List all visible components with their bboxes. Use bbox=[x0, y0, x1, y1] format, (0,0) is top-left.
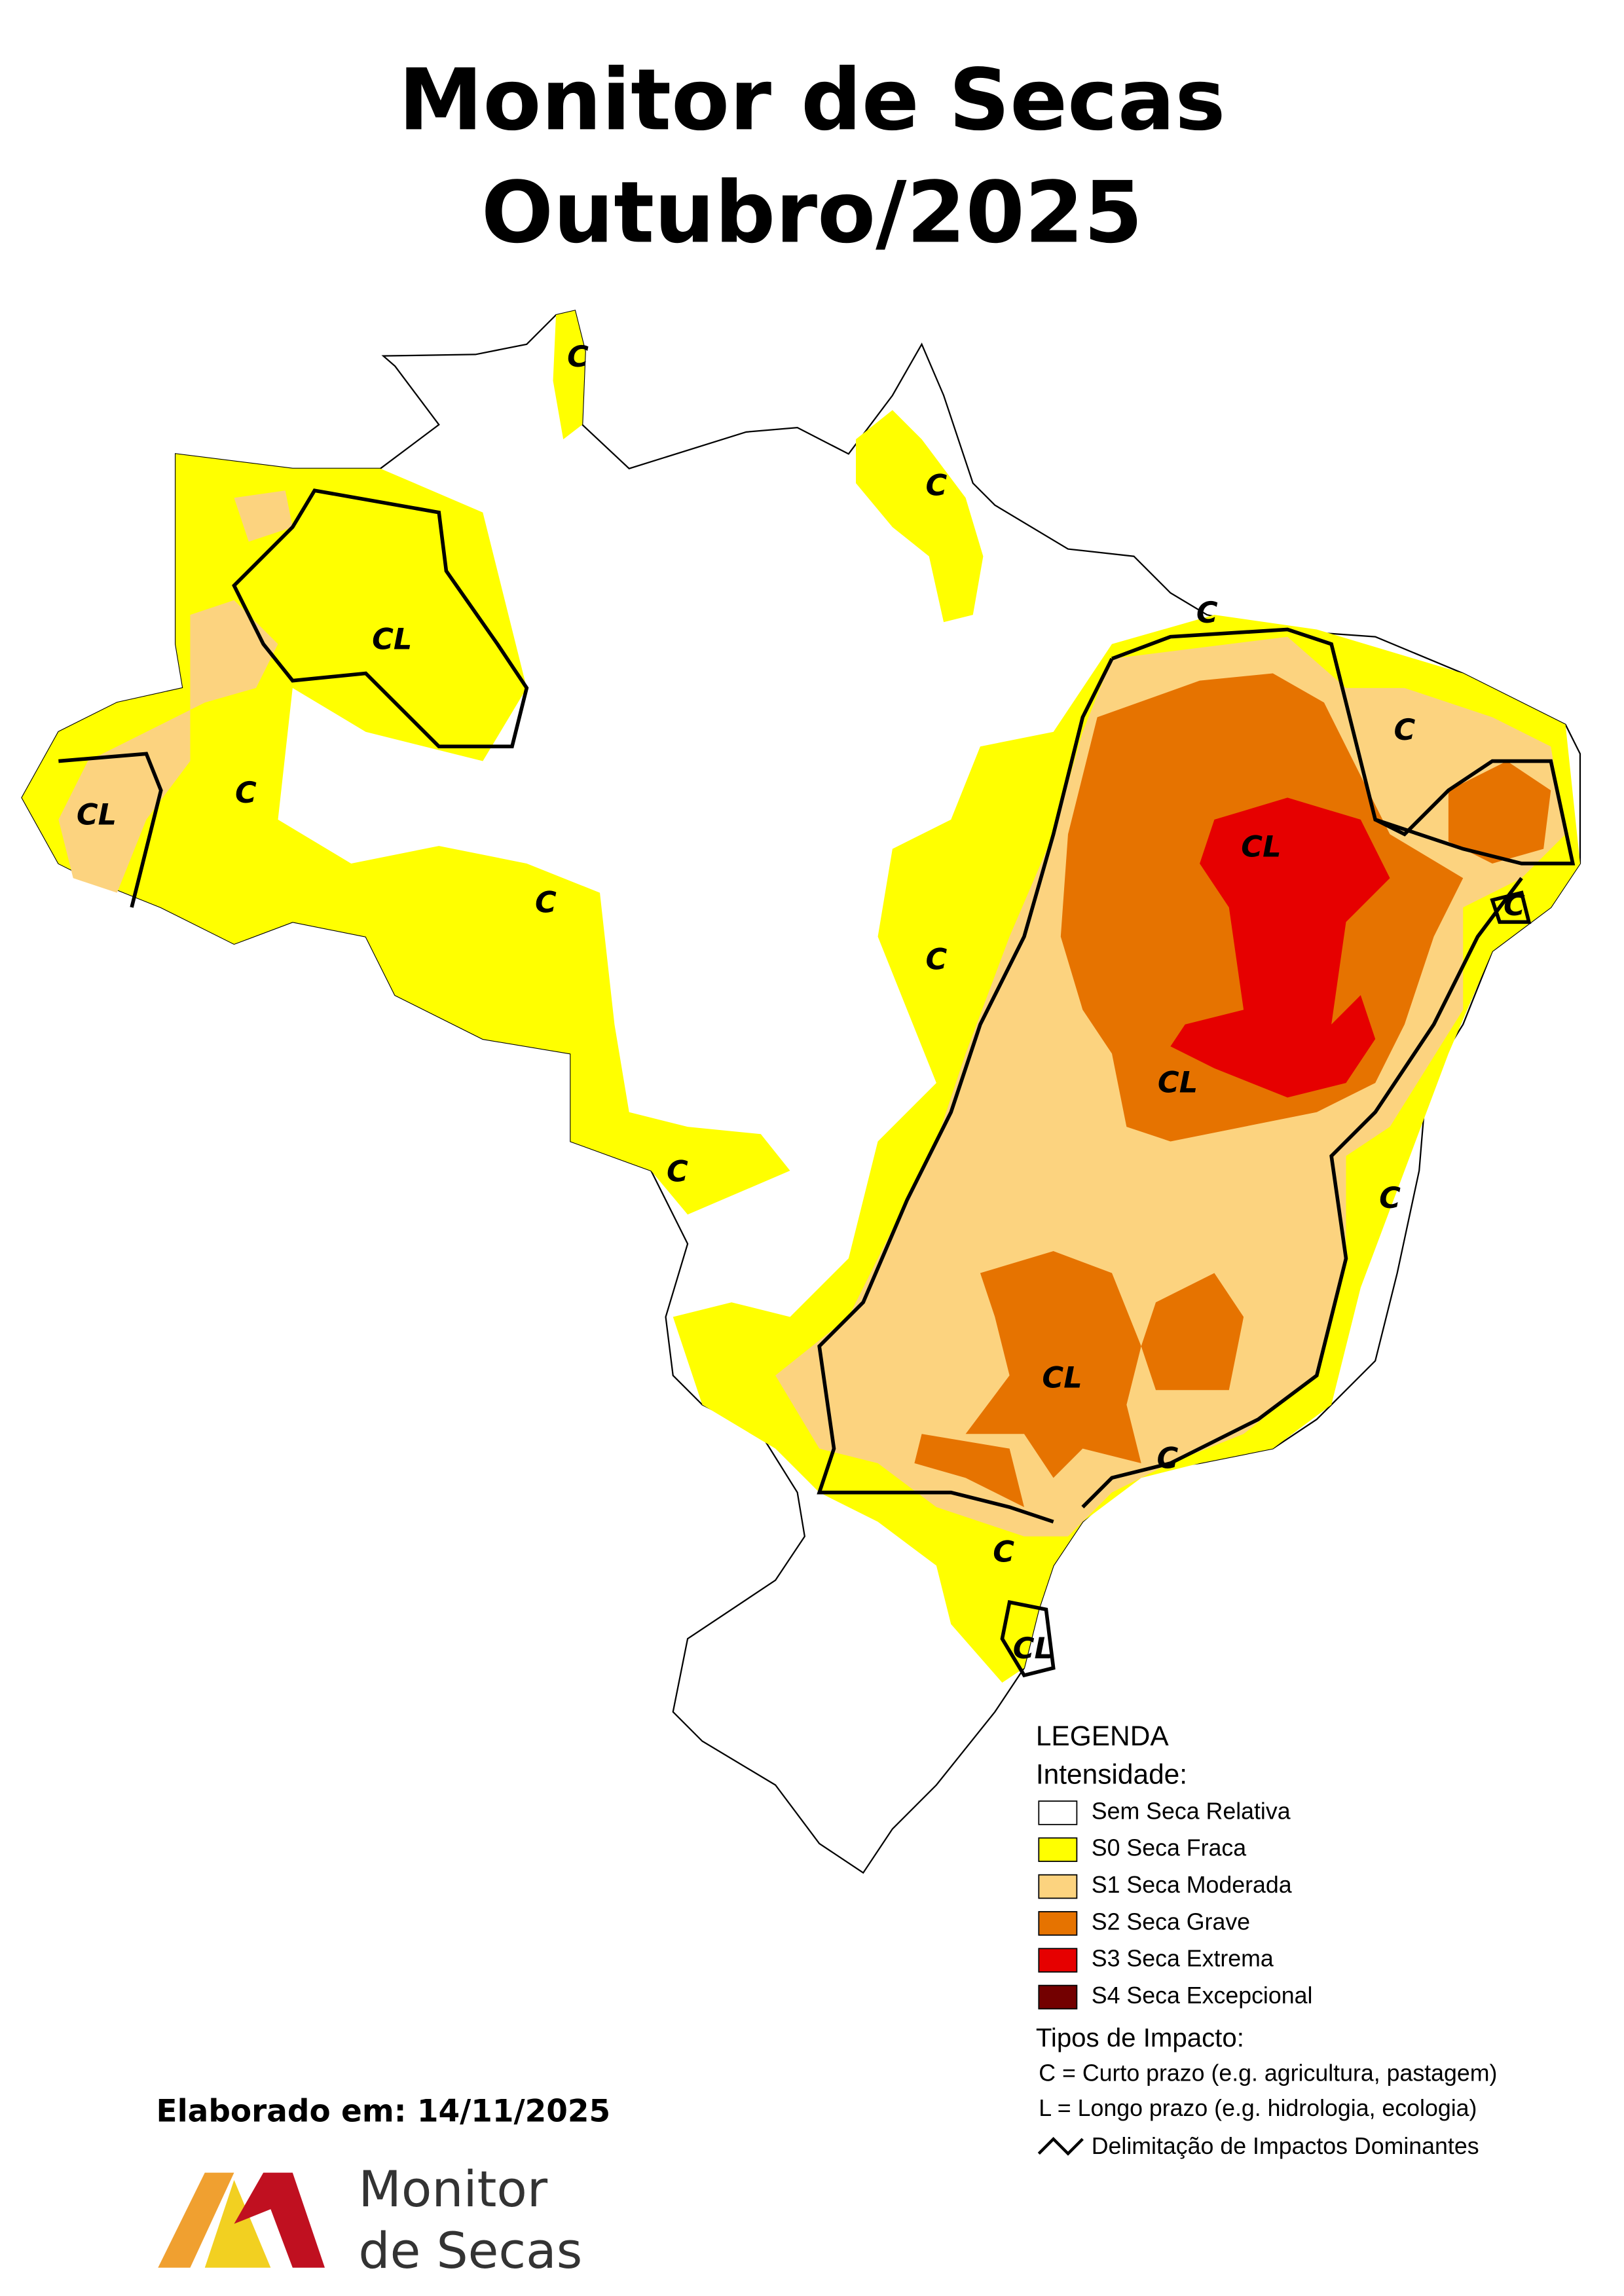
legend-swatch bbox=[1038, 1948, 1078, 1973]
legend-swatch bbox=[1038, 1800, 1078, 1825]
legend-swatch bbox=[1038, 1874, 1078, 1899]
s3-area bbox=[1170, 797, 1390, 1098]
logo-shape bbox=[234, 2172, 325, 2268]
logo-shape bbox=[158, 2172, 234, 2268]
map-label: C bbox=[567, 340, 589, 374]
legend-intensity-title: Intensidade: bbox=[1036, 1758, 1187, 1789]
logo-text: de Secas bbox=[358, 2221, 582, 2280]
legend-items: Sem Seca Relativa S0 Seca Fraca S1 Seca Mo… bbox=[1038, 1798, 1313, 2010]
impact-boundary bbox=[232, 488, 529, 748]
logo-shape bbox=[204, 2179, 271, 2268]
legend-swatch bbox=[1038, 1984, 1078, 2010]
legend-label: S4 Seca Excepcional bbox=[1092, 1982, 1313, 2009]
legend-swatch bbox=[1038, 1911, 1078, 1936]
map-label: C bbox=[535, 886, 557, 920]
impact-type: L = Longo prazo (e.g. hidrologia, ecolog… bbox=[1039, 2095, 1477, 2121]
date: Elaborado em: 14/11/2025 bbox=[157, 2093, 611, 2129]
boundary-label: Delimitação de Impactos Dominantes bbox=[1092, 2133, 1479, 2159]
title-line-2: Outubro/2025 bbox=[481, 163, 1143, 262]
map-label: CL bbox=[1241, 830, 1281, 864]
impact-boundary bbox=[1000, 890, 1532, 1678]
impact-boundaries bbox=[58, 488, 1576, 1678]
map-label: C bbox=[1379, 1181, 1401, 1215]
map-label: C bbox=[926, 943, 948, 977]
legend-label: S2 Seca Grave bbox=[1092, 1908, 1250, 1935]
legend-label: S1 Seca Moderada bbox=[1092, 1872, 1292, 1898]
map-label: CL bbox=[77, 797, 117, 831]
map-label: CL bbox=[1042, 1361, 1082, 1395]
map bbox=[21, 310, 1581, 1874]
map-labels: C C CL C C CL C CL C C C CL C C CL C C CL bbox=[77, 340, 1525, 1666]
legend-swatch bbox=[1038, 1837, 1078, 1863]
logo: Monitor de Secas bbox=[158, 2160, 582, 2280]
legend-label: S3 Seca Extrema bbox=[1092, 1946, 1274, 1972]
title-line-1: Monitor de Secas bbox=[399, 50, 1226, 149]
impact-type: C = Curto prazo (e.g. agricultura, pasta… bbox=[1039, 2060, 1497, 2086]
map-label: C bbox=[235, 776, 257, 810]
boundary-symbol bbox=[1037, 2137, 1084, 2156]
logo-text: Monitor bbox=[358, 2160, 547, 2218]
map-label: C bbox=[926, 469, 948, 503]
legend-title: LEGENDA bbox=[1036, 1721, 1170, 1751]
map-label: C bbox=[1393, 713, 1415, 747]
map-label: C bbox=[1196, 596, 1218, 630]
impact-boundary bbox=[58, 752, 163, 908]
map-label: C bbox=[1504, 888, 1525, 922]
map-label: C bbox=[993, 1535, 1014, 1569]
map-label: CL bbox=[1158, 1065, 1198, 1099]
legend-impact-title: Tipos de Impacto: bbox=[1036, 2023, 1244, 2052]
s0-area bbox=[553, 310, 585, 440]
legend-label: Sem Seca Relativa bbox=[1092, 1798, 1291, 1824]
impact-boundary bbox=[817, 627, 1576, 1523]
s1-area bbox=[58, 490, 293, 893]
s2-area bbox=[914, 761, 1551, 1508]
map-label: C bbox=[667, 1155, 688, 1189]
s0-area bbox=[856, 410, 984, 623]
map-label: C bbox=[1157, 1442, 1179, 1476]
legend-label: S0 Seca Fraca bbox=[1092, 1835, 1246, 1861]
map-label: CL bbox=[1013, 1631, 1053, 1666]
map-label: CL bbox=[372, 622, 412, 656]
